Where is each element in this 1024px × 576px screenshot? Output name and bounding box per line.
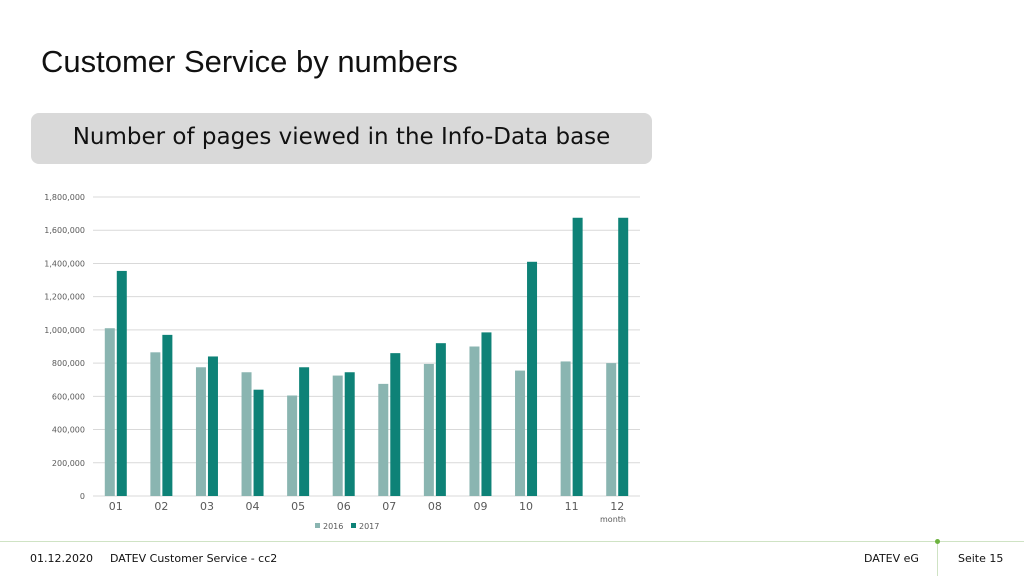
bar-2017 [207,356,218,496]
x-tick-label: 06 [337,500,351,513]
bar-2017 [527,261,538,496]
legend-label: 2017 [359,522,379,531]
chart-title-banner: Number of pages viewed in the Info-Data … [31,113,652,164]
x-tick-label: 05 [291,500,305,513]
bar-2017 [162,334,173,496]
bar-2017 [435,343,446,496]
y-tick-label: 1,800,000 [44,193,85,202]
x-axis-label: month [600,515,626,524]
footer-company: DATEV eG [864,552,919,565]
bar-2016 [515,370,526,496]
bar-2016 [378,383,389,496]
x-tick-label: 11 [565,500,579,513]
y-tick-label: 400,000 [52,426,85,435]
bar-2017 [390,353,401,496]
x-tick-label: 12 [610,500,624,513]
y-tick-label: 1,600,000 [44,226,85,235]
slide-title: Customer Service by numbers [41,44,458,79]
footer-accent-dot [935,539,940,544]
x-tick-label: 04 [246,500,260,513]
bar-2016 [150,352,161,496]
bar-2017 [572,217,583,496]
footer-date: 01.12.2020 [30,552,93,565]
bar-2016 [423,363,434,496]
bar-2016 [332,375,343,496]
bar-2017 [344,372,355,496]
bar-chart: 0 200,000 400,000 600,000 800,000 1,000,000 1,… [44,193,640,531]
bar-2017 [253,389,264,496]
x-tick-label: 09 [473,500,487,513]
x-tick-label: 02 [154,500,168,513]
x-tick-label: 03 [200,500,214,513]
y-tick-label: 1,000,000 [44,326,85,335]
footer-title: DATEV Customer Service - cc2 [110,552,278,565]
bar-2017 [116,270,127,496]
footer-divider [0,541,1024,542]
bar-2016 [104,328,115,496]
bar-2016 [560,361,571,496]
bar-2016 [606,363,617,496]
bar-2016 [469,346,480,496]
x-tick-label: 08 [428,500,442,513]
bar-2016 [241,372,252,496]
bar-2016 [195,367,206,496]
bar-2017 [618,217,629,496]
legend-swatch-2017 [351,523,356,528]
y-tick-label: 1,200,000 [44,293,85,302]
bar-2016 [287,395,298,496]
legend-label: 2016 [323,522,343,531]
footer-page-number: Seite 15 [958,552,1004,565]
bar-2017 [299,367,310,496]
y-tick-label: 600,000 [52,392,85,401]
y-tick-label: 800,000 [52,359,85,368]
footer-vertical-divider [937,541,938,576]
y-tick-label: 200,000 [52,459,85,468]
chart-title-text: Number of pages viewed in the Info-Data … [72,124,611,150]
x-tick-label: 07 [382,500,396,513]
y-tick-label: 0 [80,492,85,501]
x-tick-label: 01 [109,500,123,513]
x-tick-label: 10 [519,500,533,513]
y-tick-label: 1,400,000 [44,259,85,268]
legend-swatch-2016 [315,523,320,528]
bar-2017 [481,332,492,496]
